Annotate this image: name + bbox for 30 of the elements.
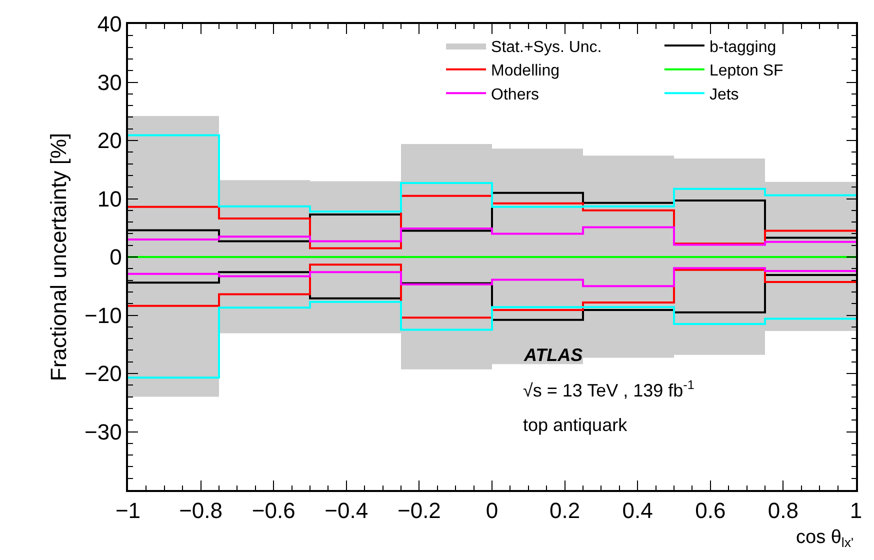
x-tick-label: 0.2 — [550, 498, 580, 524]
x-axis-title: cos θ$_{lx'}$ — [796, 527, 854, 550]
y-tick-label: 40 — [97, 12, 122, 37]
legend-label: Stat.+Sys. Unc. — [491, 38, 602, 56]
annotation: √s = 13 TeV , 139 fb$^{-1}$ — [523, 378, 694, 401]
y-tick-label: 10 — [97, 186, 122, 212]
x-tick-label: 0.8 — [768, 498, 798, 524]
legend-label: Others — [491, 86, 540, 104]
x-tick-label: −0.2 — [397, 498, 441, 524]
x-tick-label: 0.4 — [622, 498, 653, 524]
legend-label: Jets — [709, 86, 739, 104]
x-tick-label: 0 — [486, 498, 498, 524]
x-tick-label: −1 — [115, 498, 141, 524]
legend-label: Lepton SF — [709, 62, 784, 80]
annotation: top antiquark — [523, 415, 628, 435]
x-tick-label: 0.6 — [695, 498, 726, 524]
y-tick-label: 30 — [97, 70, 122, 95]
annotation: ATLAS — [523, 345, 583, 365]
y-tick-label: −20 — [84, 361, 122, 386]
y-tick-label: −30 — [84, 419, 122, 444]
x-tick-label: −0.8 — [179, 498, 223, 524]
y-tick-label: −10 — [84, 302, 122, 328]
legend-label: b-tagging — [709, 38, 776, 56]
y-tick-label: 20 — [97, 128, 122, 154]
x-tick-label: 1 — [850, 498, 862, 524]
x-tick-label: −0.6 — [252, 498, 296, 524]
legend-label: Modelling — [491, 62, 560, 80]
y-axis-title: Fractional uncertainty [%] — [46, 132, 71, 382]
y-tick-label: 0 — [110, 244, 122, 270]
x-tick-label: −0.4 — [324, 498, 368, 524]
